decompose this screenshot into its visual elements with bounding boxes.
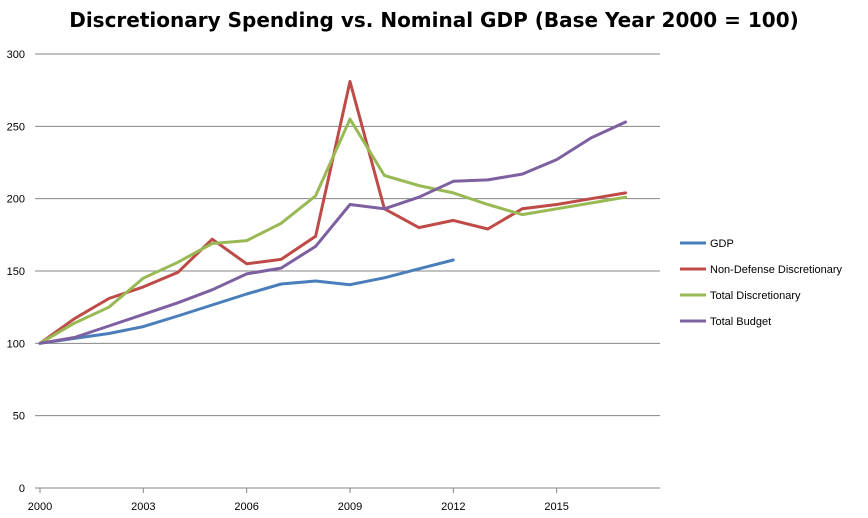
x-tick-label: 2015 [544, 501, 568, 513]
chart-title: Discretionary Spending vs. Nominal GDP (… [69, 8, 799, 32]
x-tick-label: 2009 [338, 501, 362, 513]
x-axis-ticks: 2000 2003 2006 2009 2012 2015 [28, 488, 569, 513]
legend: GDP Non-Defense Discretionary Total Discre… [680, 238, 843, 328]
y-tick-label: 150 [7, 266, 25, 278]
series-lines [38, 80, 628, 345]
legend-label: Non-Defense Discretionary [710, 264, 843, 276]
y-tick-label: 200 [7, 194, 25, 206]
x-tick-label: 2000 [28, 501, 52, 513]
series-line-2 [38, 117, 628, 345]
series-line-0 [38, 258, 455, 345]
x-tick-label: 2006 [234, 501, 258, 513]
y-tick-label: 50 [13, 411, 25, 423]
x-tick-label: 2012 [441, 501, 465, 513]
x-tick-label: 2003 [131, 501, 155, 513]
y-axis-ticks: 0 50 100 150 200 250 300 [7, 49, 40, 495]
y-tick-label: 300 [7, 49, 25, 61]
y-tick-label: 100 [7, 338, 25, 350]
y-tick-label: 250 [7, 121, 25, 133]
legend-label: Total Discretionary [710, 290, 801, 302]
legend-label: GDP [710, 238, 734, 250]
series-line-3 [38, 120, 628, 345]
y-tick-label: 0 [19, 483, 25, 495]
legend-label: Total Budget [710, 316, 771, 328]
gridlines [40, 53, 660, 417]
